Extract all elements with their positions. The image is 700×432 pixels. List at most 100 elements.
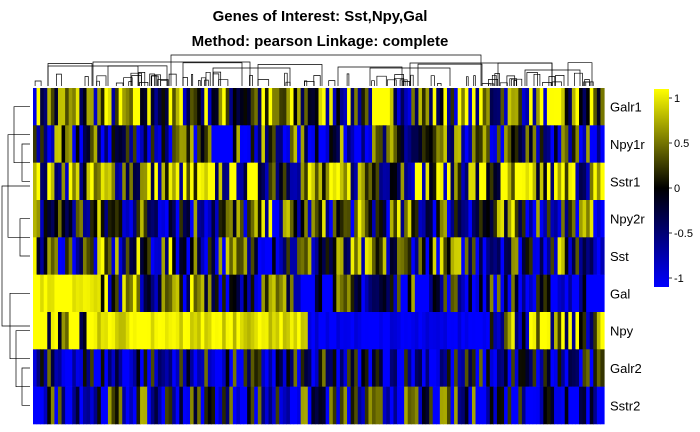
heatmap-cell — [443, 88, 448, 126]
heatmap-cell — [411, 237, 416, 275]
heatmap-cell — [36, 312, 41, 350]
heatmap-cell — [47, 349, 52, 387]
heatmap-cell — [368, 125, 373, 163]
row-label: Sstr1 — [610, 174, 640, 189]
heatmap-cell — [118, 88, 123, 126]
heatmap-cell — [257, 162, 262, 201]
heatmap-cell — [546, 312, 552, 350]
heatmap-cell — [165, 88, 170, 126]
heatmap-cell — [468, 237, 473, 275]
heatmap-cell — [404, 162, 409, 201]
heatmap-cell — [536, 200, 541, 238]
heatmap-cell — [521, 88, 527, 126]
heatmap-cell — [93, 237, 98, 275]
heatmap-cell — [275, 88, 280, 126]
heatmap-cell — [557, 125, 562, 163]
heatmap-cell — [215, 349, 220, 387]
heatmap-cell — [264, 237, 270, 275]
heatmap-cell — [436, 386, 441, 425]
heatmap-cell — [47, 162, 52, 201]
heatmap-cell — [239, 349, 245, 387]
column-dendrogram-link — [552, 81, 562, 86]
heatmap-cell — [382, 386, 387, 425]
heatmap-cell — [154, 349, 159, 387]
heatmap-cell — [322, 237, 327, 275]
heatmap-cell — [414, 125, 420, 163]
heatmap-cell — [496, 237, 502, 275]
heatmap-cell — [539, 237, 544, 275]
heatmap-cell — [554, 125, 559, 163]
heatmap-cell — [439, 88, 445, 126]
heatmap-cell — [247, 88, 252, 126]
heatmap-cell — [286, 274, 291, 313]
heatmap-cell — [154, 162, 159, 201]
heatmap-cell — [414, 88, 420, 126]
heatmap-cell — [100, 200, 105, 238]
heatmap-cell — [229, 312, 234, 350]
heatmap-cell — [596, 274, 602, 313]
chart-title: Genes of Interest: Sst,Npy,Gal — [212, 8, 428, 25]
heatmap-cell — [339, 312, 345, 350]
heatmap-cell — [97, 162, 102, 201]
heatmap-cell — [393, 200, 398, 238]
heatmap-cell — [286, 88, 291, 126]
heatmap-cell — [397, 349, 402, 387]
heatmap-cell — [421, 200, 427, 238]
heatmap-cell — [507, 162, 512, 201]
heatmap-cell — [68, 386, 73, 425]
heatmap-cell — [404, 125, 409, 163]
heatmap-cell — [218, 349, 223, 387]
heatmap-cell — [432, 349, 437, 387]
heatmap-cell — [82, 312, 88, 350]
heatmap-cell — [232, 312, 238, 350]
heatmap-cell — [564, 237, 569, 275]
heatmap-cell — [439, 349, 445, 387]
heatmap-cell — [54, 312, 59, 350]
heatmap-cell — [43, 349, 48, 387]
column-dendrogram-link — [92, 61, 251, 86]
heatmap-cell — [207, 274, 213, 313]
heatmap-cell — [425, 312, 430, 350]
column-dendrogram-link — [168, 73, 177, 86]
heatmap-cell — [61, 162, 66, 201]
heatmap-cell — [386, 312, 391, 350]
heatmap-cell — [61, 349, 66, 387]
heatmap-cell — [529, 88, 534, 126]
heatmap-cell — [72, 88, 77, 126]
heatmap-cell — [446, 162, 452, 201]
heatmap-cell — [190, 349, 195, 387]
column-dendrogram-link — [494, 73, 500, 86]
heatmap-cell — [446, 125, 452, 163]
heatmap-cell — [268, 386, 273, 425]
heatmap-cell — [132, 125, 138, 163]
heatmap-cell — [43, 162, 48, 201]
heatmap-cell — [382, 274, 387, 313]
heatmap-cell — [504, 162, 509, 201]
heatmap-cell — [507, 125, 512, 163]
heatmap-cell — [372, 349, 377, 387]
heatmap-cell — [496, 88, 502, 126]
heatmap-cell — [489, 237, 494, 275]
heatmap-cell — [332, 125, 337, 163]
column-dendrogram-link — [394, 74, 404, 86]
heatmap-cell — [418, 386, 423, 425]
column-dendrogram-link — [84, 76, 89, 86]
heatmap-cell — [407, 162, 412, 201]
heatmap-cell — [82, 200, 88, 238]
heatmap-cell — [318, 200, 323, 238]
heatmap-cell — [211, 237, 216, 275]
heatmap-cell — [282, 349, 287, 387]
heatmap-cell — [282, 312, 287, 350]
heatmap-cell — [582, 162, 587, 201]
heatmap-cell — [568, 200, 573, 238]
heatmap-cell — [297, 312, 302, 350]
heatmap-cell — [529, 237, 534, 275]
column-dendrogram-link — [257, 79, 270, 86]
heatmap-cell — [304, 237, 309, 275]
heatmap-cell — [525, 386, 530, 425]
column-dendrogram-link — [337, 66, 403, 86]
heatmap-cell — [357, 162, 362, 201]
heatmap-cell — [471, 349, 477, 387]
heatmap-cell — [322, 88, 327, 126]
heatmap-cell — [40, 274, 45, 313]
